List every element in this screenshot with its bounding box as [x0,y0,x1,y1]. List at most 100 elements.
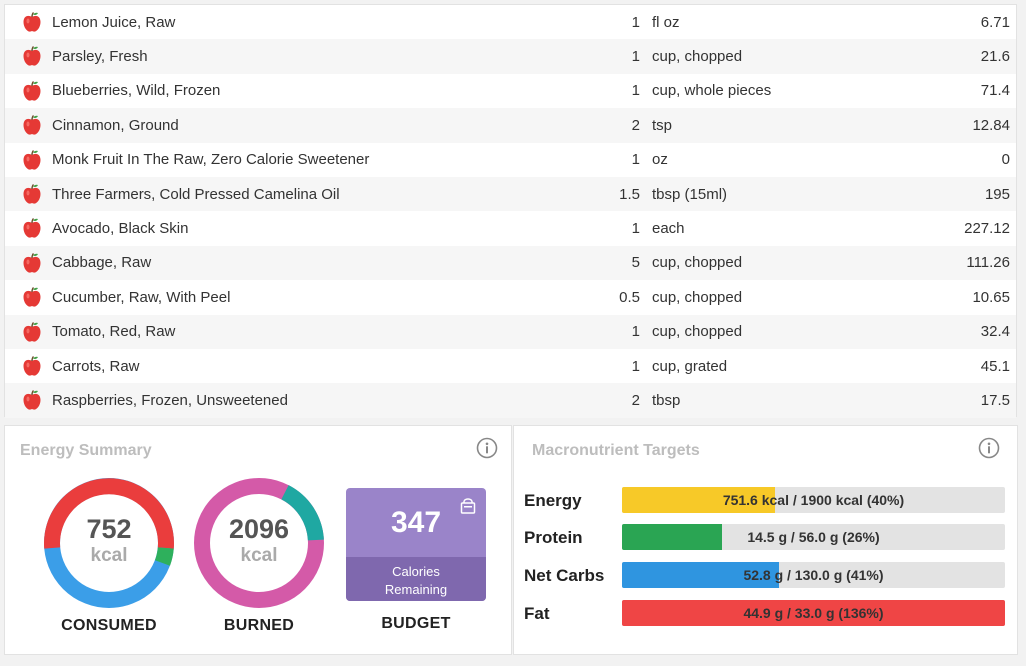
food-calories: 10.65 [972,288,1010,306]
food-calories: 111.26 [966,254,1010,272]
food-row[interactable]: Cinnamon, Ground 2 tsp 12.84 [5,108,1016,143]
consumed-ring-label: 752 kcal [43,514,175,567]
food-unit: cup, chopped [652,48,743,66]
macronutrient-targets-panel: Macronutrient Targets Energy 751.6 kcal /… [513,425,1018,655]
macro-row-protein: Protein 14.5 g / 56.0 g (26%) [524,524,1009,552]
energy-summary-panel: Energy Summary 752 kcal CONSUMED 2096 kc… [4,425,512,655]
food-unit: oz [652,151,668,169]
macronutrient-targets-title: Macronutrient Targets [532,442,700,459]
food-row[interactable]: Carrots, Raw 1 cup, grated 45.1 [5,349,1016,383]
apple-icon [23,183,41,204]
food-calories: 71.4 [980,82,1010,100]
apple-icon [23,287,41,307]
food-unit: cup, chopped [652,323,743,341]
food-calories: 45.1 [980,357,1010,375]
burned-ring-label: 2096 kcal [193,514,325,567]
food-unit: cup, grated [652,357,728,375]
food-quantity: 1 [631,13,640,31]
food-name: Cucumber, Raw, With Peel [52,288,231,306]
food-name: Raspberries, Frozen, Unsweetened [52,391,288,409]
apple-icon [23,321,41,342]
food-row[interactable]: Three Farmers, Cold Pressed Camelina Oil… [5,176,1016,212]
food-unit: cup, chopped [652,288,743,306]
food-row[interactable]: Parsley, Fresh 1 cup, chopped 21.6 [5,39,1016,74]
food-calories: 32.4 [980,323,1010,341]
food-quantity: 1 [631,357,640,375]
food-row[interactable]: Avocado, Black Skin 1 each 227.12 [5,211,1016,245]
food-row[interactable]: Cabbage, Raw 5 cup, chopped 111.26 [5,245,1016,281]
macro-bar-text: 751.6 kcal / 1900 kcal (40%) [722,492,905,508]
burned-value: 2096 [228,514,290,544]
consumed-value: 752 [86,514,132,544]
budget-card[interactable]: 347 Calories Remaining [346,488,486,601]
food-unit: each [652,220,685,238]
food-name: Monk Fruit In The Raw, Zero Calorie Swee… [52,151,370,169]
food-quantity: 1 [631,151,640,169]
lock-icon [460,498,476,514]
macro-bar-track: 751.6 kcal / 1900 kcal (40%) [622,487,1005,513]
food-calories: 12.84 [972,116,1010,134]
burned-caption: BURNED [223,617,295,634]
food-calories: 21.6 [980,48,1010,66]
macro-label: Net Carbs [524,566,605,585]
apple-icon [23,46,41,67]
food-quantity: 1 [631,82,640,100]
macro-row-net-carbs: Net Carbs 52.8 g / 130.0 g (41%) [524,562,1009,590]
info-icon[interactable] [476,437,498,459]
macro-label: Fat [524,604,550,623]
food-row[interactable]: Blueberries, Wild, Frozen 1 cup, whole pie… [5,74,1016,108]
food-quantity: 0.5 [619,288,640,306]
macro-bar-text: 44.9 g / 33.0 g (136%) [743,605,884,621]
apple-icon [23,252,41,273]
food-quantity: 2 [631,391,640,409]
food-quantity: 2 [631,116,640,134]
food-row[interactable]: Monk Fruit In The Raw, Zero Calorie Swee… [5,143,1016,177]
food-name: Blueberries, Wild, Frozen [52,82,221,100]
food-calories: 6.71 [980,13,1010,31]
food-name: Avocado, Black Skin [52,220,189,238]
apple-icon [23,115,41,135]
macro-bar-fill [622,600,1005,626]
consumed-ring [44,478,174,608]
food-diary-table: Lemon Juice, Raw 1 fl oz 6.71 Parsley, Fresh… [4,4,1017,418]
food-quantity: 1.5 [619,185,640,203]
macro-bar-fill [622,487,776,513]
food-unit: cup, chopped [652,254,743,272]
apple-icon [23,218,41,238]
macro-bar-fill [622,562,780,588]
budget-caption: BUDGET [381,615,451,632]
budget-sub-line1: Calories [392,564,440,579]
apple-icon [23,80,41,101]
macro-bar-track: 14.5 g / 56.0 g (26%) [622,524,1005,550]
apple-icon [23,390,41,410]
burned-ring [194,478,324,608]
macro-bar-text: 14.5 g / 56.0 g (26%) [747,529,880,545]
food-unit: cup, whole pieces [652,82,772,100]
consumed-caption: CONSUMED [61,617,157,634]
food-name: Cinnamon, Ground [52,116,179,134]
food-calories: 227.12 [964,220,1010,238]
food-name: Tomato, Red, Raw [52,323,176,341]
food-unit: tbsp (15ml) [652,185,728,203]
macro-row-fat: Fat 44.9 g / 33.0 g (136%) [524,600,1009,628]
food-calories: 0 [1001,151,1010,169]
food-unit: tsp [652,116,673,134]
apple-icon [23,149,41,170]
budget-value: 347 [390,506,442,539]
food-row[interactable]: Cucumber, Raw, With Peel 0.5 cup, chopped 1… [5,280,1016,314]
food-calories: 17.5 [980,391,1010,409]
food-calories: 195 [984,185,1010,203]
food-quantity: 5 [631,254,640,272]
food-quantity: 1 [631,323,640,341]
info-icon[interactable] [978,437,1000,459]
food-row[interactable]: Raspberries, Frozen, Unsweetened 2 tbsp 17.… [5,383,1016,418]
burned-unit: kcal [240,545,278,566]
apple-icon [23,12,41,32]
apple-icon [23,355,41,376]
consumed-unit: kcal [90,545,128,566]
food-row[interactable]: Lemon Juice, Raw 1 fl oz 6.71 [5,5,1016,39]
macro-bar-text: 52.8 g / 130.0 g (41%) [743,567,884,583]
food-row[interactable]: Tomato, Red, Raw 1 cup, chopped 32.4 [5,314,1016,349]
food-name: Lemon Juice, Raw [52,13,176,31]
food-quantity: 1 [631,48,640,66]
